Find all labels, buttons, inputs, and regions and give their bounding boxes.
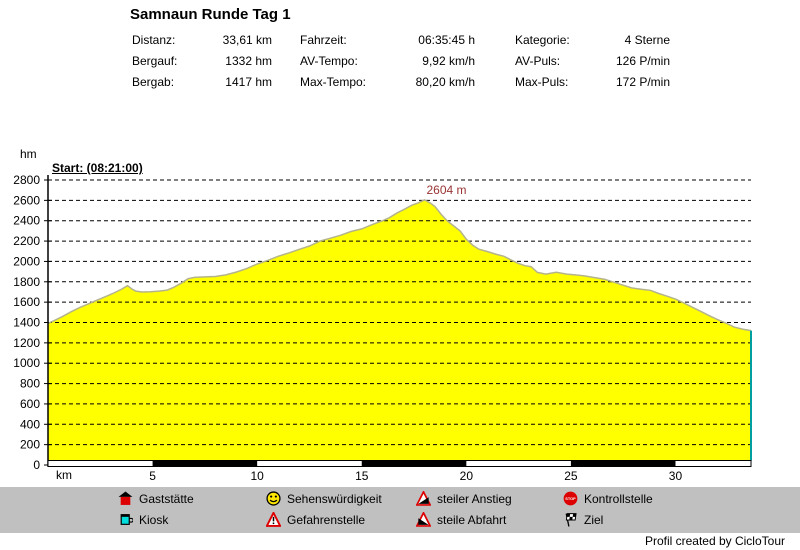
legend-item-kontrollstelle: STOP Kontrollstelle (563, 490, 653, 507)
y-tick-label: 2400 (13, 214, 40, 228)
stat-value: 33,61 km (222, 33, 272, 47)
y-tick-label: 2200 (13, 234, 40, 248)
y-tick-label: 1800 (13, 275, 40, 289)
stat-row: Max-Puls: 172 P/min (515, 72, 670, 93)
y-tick-label: 600 (20, 397, 40, 411)
warning-triangle-icon (266, 512, 281, 527)
profile-area (48, 199, 751, 461)
finish-flag-icon (565, 513, 577, 527)
stat-label: Max-Tempo: (300, 75, 367, 89)
stat-label: AV-Puls: (515, 54, 561, 68)
legend-bar: Gaststätte Sehenswürdigkeit steiler Anst… (0, 487, 800, 533)
stat-row: Max-Tempo: 80,20 km/h (300, 72, 475, 93)
legend-item-kiosk: Kiosk (118, 511, 168, 528)
x-tick-label: 30 (669, 469, 683, 483)
stat-value: 172 P/min (615, 75, 670, 89)
scale-bar-segment (361, 460, 467, 467)
legend-label: Gefahrenstelle (287, 512, 366, 527)
stat-value: 1332 hm (225, 54, 272, 68)
descent-triangle-icon (416, 512, 431, 527)
stat-value: 1417 hm (225, 75, 272, 89)
stat-label: Fahrzeit: (300, 33, 347, 47)
stat-row: AV-Puls: 126 P/min (515, 51, 670, 72)
x-tick-label: 25 (564, 469, 578, 483)
stats-column-time: Fahrzeit: 06:35:45 h AV-Tempo: 9,92 km/h M… (300, 30, 475, 93)
stat-row: AV-Tempo: 9,92 km/h (300, 51, 475, 72)
scale-bar-segment (570, 460, 676, 467)
legend-item-gaststaette: Gaststätte (118, 490, 194, 507)
legend-item-ziel: Ziel (563, 511, 603, 528)
stat-row: Bergauf: 1332 hm (132, 51, 272, 72)
y-tick-label: 1400 (13, 316, 40, 330)
stat-label: AV-Tempo: (300, 54, 358, 68)
legend-item-sehenswuerdigkeit: Sehenswürdigkeit (266, 490, 382, 507)
stat-label: Bergauf: (132, 54, 178, 68)
stat-row: Distanz: 33,61 km (132, 30, 272, 51)
legend-item-steile-abfahrt: steile Abfahrt (416, 511, 506, 528)
smiley-icon (266, 491, 281, 506)
stat-row: Bergab: 1417 hm (132, 72, 272, 93)
stats-column-distance: Distanz: 33,61 km Bergauf: 1332 hm Bergab:… (132, 30, 272, 93)
peak-elevation-label: 2604 m (426, 183, 467, 197)
y-tick-label: 0 (33, 458, 40, 472)
y-tick-label: 2800 (13, 173, 40, 187)
legend-label: steiler Anstieg (437, 491, 512, 506)
y-axis-unit-label: hm (20, 147, 37, 161)
ascent-triangle-icon (416, 491, 431, 506)
x-axis-unit-label: km (56, 468, 72, 482)
stats-column-category: Kategorie: 4 Sterne AV-Puls: 126 P/min Max… (515, 30, 670, 93)
scale-bar-segment (152, 460, 258, 467)
legend-label: Gaststätte (139, 491, 194, 506)
legend-item-gefahrenstelle: Gefahrenstelle (266, 511, 365, 528)
legend-label: Ziel (584, 512, 604, 527)
stat-value: 9,92 km/h (422, 54, 475, 68)
stat-row: Kategorie: 4 Sterne (515, 30, 670, 51)
legend-item-steiler-anstieg: steiler Anstieg (416, 490, 512, 507)
stat-label: Max-Puls: (515, 75, 569, 89)
elevation-chart: 0 200 400 600 800 1000 1200 1400 1600 1800 2000 220… (13, 173, 752, 483)
svg-text:STOP: STOP (565, 497, 576, 501)
x-tick-label: 20 (460, 469, 474, 483)
page-title: Samnaun Runde Tag 1 (130, 6, 291, 23)
credit-text: Profil created by CicloTour (644, 534, 785, 548)
stat-label: Distanz: (132, 33, 176, 47)
y-tick-label: 2600 (13, 193, 40, 207)
stat-value: 4 Sterne (624, 33, 670, 47)
x-tick-label: 15 (355, 469, 369, 483)
y-tick-label: 1200 (13, 336, 40, 350)
legend-label: Kiosk (139, 512, 169, 527)
y-tick-label: 1600 (13, 295, 40, 309)
y-tick-label: 2000 (13, 254, 40, 268)
y-tick-label: 400 (20, 417, 40, 431)
legend-label: Sehenswürdigkeit (287, 491, 382, 506)
y-tick-label: 800 (20, 377, 40, 391)
house-icon (118, 491, 133, 505)
stat-row: Fahrzeit: 06:35:45 h (300, 30, 475, 51)
x-tick-label: 10 (250, 469, 264, 483)
stat-value: 126 P/min (615, 54, 670, 68)
mug-icon (120, 514, 133, 525)
legend-label: Kontrollstelle (584, 491, 653, 506)
stop-sign-icon: STOP (563, 491, 578, 506)
y-tick-label: 1000 (13, 356, 40, 370)
x-tick-label: 5 (149, 469, 156, 483)
profile-outline (47, 199, 752, 332)
stat-value: 80,20 km/h (415, 75, 475, 89)
stat-value: 06:35:45 h (418, 33, 475, 47)
start-time-annotation: Start: (08:21:00) (52, 161, 143, 175)
legend-label: steile Abfahrt (437, 512, 507, 527)
stat-label: Bergab: (132, 75, 175, 89)
stat-label: Kategorie: (515, 33, 570, 47)
y-tick-label: 200 (20, 438, 40, 452)
